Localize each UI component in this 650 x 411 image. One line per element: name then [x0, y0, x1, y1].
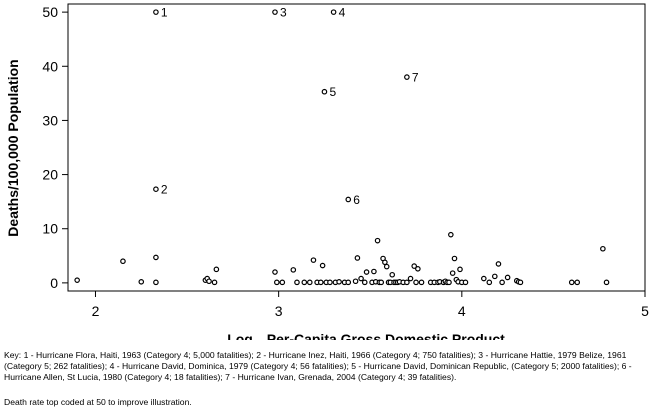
y-tick-label: 40 [42, 58, 58, 74]
data-point [327, 279, 333, 286]
x-axis-title-rest: Per-Capita Gross Domestic Product [263, 331, 505, 340]
data-point [206, 278, 212, 285]
y-axis-ticks: 0 10 20 30 40 50 [42, 4, 68, 291]
x-axis-title: Log10 Per-Capita Gross Domestic Product [227, 331, 505, 340]
data-point [358, 275, 364, 282]
x-tick-label: 4 [458, 303, 466, 319]
data-point [306, 279, 313, 286]
data-point [211, 279, 218, 286]
labeled-points: 1 2 3 4 5 6 7 [153, 6, 419, 207]
data-point [317, 279, 324, 286]
point-label: 1 [161, 6, 168, 20]
data-point [389, 271, 396, 278]
data-points [74, 231, 610, 286]
data-point [301, 279, 308, 286]
data-point [504, 274, 511, 281]
labeled-data-point [321, 88, 328, 95]
data-point [499, 279, 505, 286]
labeled-data-point [345, 196, 352, 203]
point-label: 6 [353, 193, 360, 207]
data-point [361, 279, 368, 286]
data-point [411, 263, 418, 269]
data-point [272, 269, 278, 275]
plot-border [67, 3, 646, 292]
data-point [418, 279, 425, 286]
data-point [213, 266, 220, 273]
data-point [374, 237, 381, 244]
data-point [462, 279, 469, 286]
plot-frame [67, 3, 646, 292]
data-point [378, 279, 385, 286]
key-note: Key: 1 - Hurricane Flora, Haiti, 1963 (C… [4, 350, 632, 382]
data-point [345, 279, 352, 286]
data-point [279, 279, 286, 286]
y-tick-label: 20 [42, 167, 58, 183]
data-point [153, 279, 159, 286]
data-point [363, 269, 370, 275]
scatter-chart: 0 10 20 30 40 50 2 3 4 5 1 2 3 4 5 6 7 Deaths/100,000 … [5, 3, 649, 340]
data-point [481, 275, 487, 282]
data-point [568, 279, 575, 286]
data-point [600, 245, 606, 252]
data-point [446, 279, 452, 286]
x-axis-title-subscript: 10 [253, 339, 263, 340]
data-point [319, 262, 326, 269]
x-tick-label: 3 [275, 303, 283, 319]
data-point [491, 273, 498, 280]
point-label: 2 [161, 183, 168, 197]
x-axis-title-main: Log [227, 331, 253, 340]
data-point [495, 261, 502, 267]
data-point [310, 257, 317, 263]
y-tick-label: 10 [42, 221, 58, 237]
data-point [274, 279, 280, 286]
data-point [120, 258, 126, 265]
point-label: 5 [329, 85, 336, 99]
data-point [382, 259, 388, 266]
data-point [517, 279, 524, 286]
topcode-note: Death rate top coded at 50 to improve il… [4, 397, 192, 407]
data-point [290, 267, 297, 273]
data-point [457, 266, 463, 273]
x-tick-label: 5 [641, 303, 649, 319]
data-point [336, 278, 342, 285]
data-point [603, 279, 610, 286]
labeled-data-point [153, 9, 159, 15]
data-point [413, 279, 419, 286]
data-point [371, 268, 377, 275]
data-point [352, 278, 359, 285]
data-point [574, 279, 581, 286]
y-tick-label: 0 [50, 275, 58, 291]
data-point [415, 265, 421, 272]
data-point [74, 277, 80, 283]
data-point [138, 278, 145, 285]
labeled-data-point [272, 9, 278, 15]
y-axis-title: Deaths/100,000 Population [5, 59, 21, 236]
data-point [407, 275, 414, 282]
labeled-data-point [153, 186, 159, 192]
point-label: 3 [280, 6, 287, 20]
data-point [294, 279, 300, 286]
y-tick-label: 50 [42, 4, 58, 20]
data-point [354, 255, 361, 261]
data-point [449, 270, 456, 276]
data-point [451, 255, 458, 262]
data-point [383, 263, 390, 270]
y-tick-label: 30 [42, 112, 58, 128]
x-tick-label: 2 [92, 303, 100, 319]
data-point [486, 279, 493, 286]
data-point [404, 279, 410, 286]
data-point [153, 254, 159, 261]
labeled-data-point [330, 9, 337, 15]
x-axis-ticks: 2 3 4 5 [92, 291, 649, 319]
point-label: 4 [339, 6, 346, 20]
labeled-data-point [404, 74, 410, 80]
data-point [448, 231, 454, 238]
point-label: 7 [412, 71, 419, 85]
